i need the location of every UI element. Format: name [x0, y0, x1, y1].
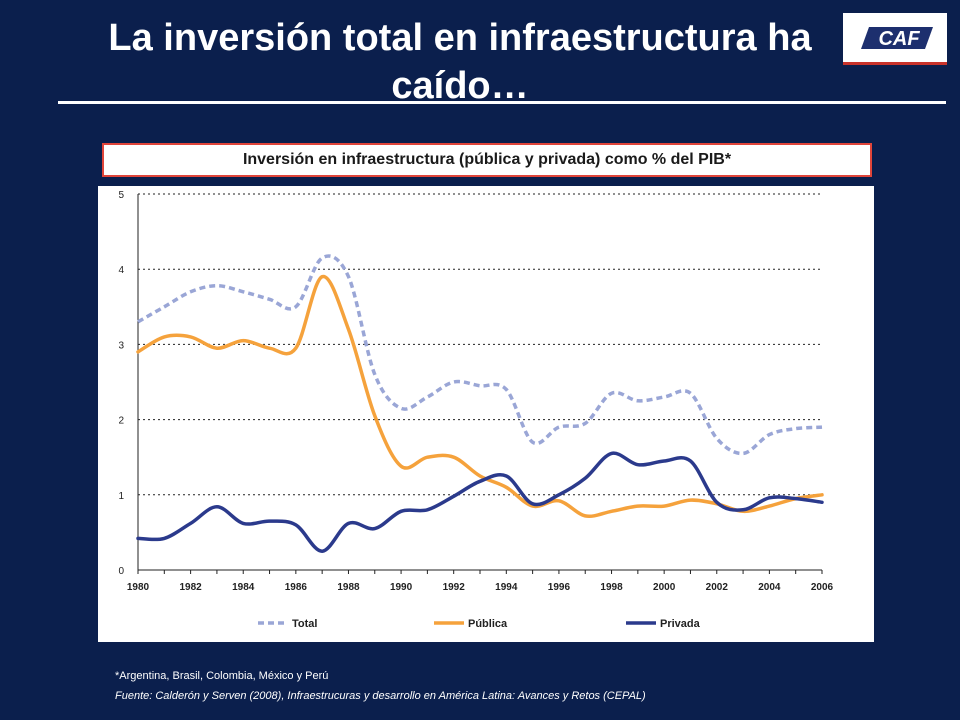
x-tick-label: 1984	[232, 582, 255, 593]
source-note: Fuente: Calderón y Serven (2008), Infrae…	[115, 690, 646, 702]
x-tick-label: 2000	[653, 582, 676, 593]
title-divider	[58, 101, 946, 104]
axes: 0 1 2 3 4 5 1980 1982 1984 1986 1988 1990 1992 1994 19…	[118, 190, 833, 593]
x-tick-label: 2004	[758, 582, 781, 593]
grid	[138, 193, 822, 496]
series-line-pública	[136, 274, 824, 519]
y-tick-label: 4	[118, 265, 124, 276]
x-tick-label: 1992	[443, 582, 466, 593]
slide-title: La inversión total en infraestructura ha…	[60, 14, 860, 110]
x-tick-label: 1990	[390, 582, 413, 593]
legend-label: Privada	[660, 618, 701, 630]
x-tick-label: 2006	[811, 582, 834, 593]
chart-panel: 0 1 2 3 4 5 1980 1982 1984 1986 1988 1990 1992 1994 19…	[98, 186, 874, 642]
x-tick-label: 1998	[600, 582, 623, 593]
slide-title-line1: La inversión total en infraestructura ha	[108, 17, 812, 59]
footnote: *Argentina, Brasil, Colombia, México y P…	[115, 670, 329, 682]
line-chart: 0 1 2 3 4 5 1980 1982 1984 1986 1988 1990 1992 1994 19…	[118, 190, 833, 630]
y-tick-label: 0	[118, 566, 124, 577]
x-tick-label: 2002	[706, 582, 729, 593]
x-tick-label: 1988	[337, 582, 360, 593]
caf-logo: CAF	[843, 13, 947, 65]
logo-text: CAF	[878, 28, 920, 50]
y-tick-label: 1	[118, 491, 124, 502]
y-tick-label: 5	[118, 190, 124, 201]
y-tick-label: 3	[118, 340, 124, 351]
x-tick-label: 1986	[285, 582, 308, 593]
x-tick-label: 1982	[179, 582, 202, 593]
chart-title: Inversión en infraestructura (pública y …	[102, 143, 872, 177]
series-line-privada	[136, 451, 824, 553]
slide-title-line2: caído…	[391, 65, 529, 107]
series	[136, 254, 824, 553]
x-tick-label: 1996	[548, 582, 571, 593]
y-tick-label: 2	[118, 416, 124, 427]
legend-label: Total	[292, 618, 317, 630]
x-tick-label: 1980	[127, 582, 150, 593]
legend-label: Pública	[468, 618, 508, 630]
legend: Total Pública Privada	[258, 618, 701, 630]
series-line-total	[137, 254, 823, 456]
x-tick-label: 1994	[495, 582, 518, 593]
